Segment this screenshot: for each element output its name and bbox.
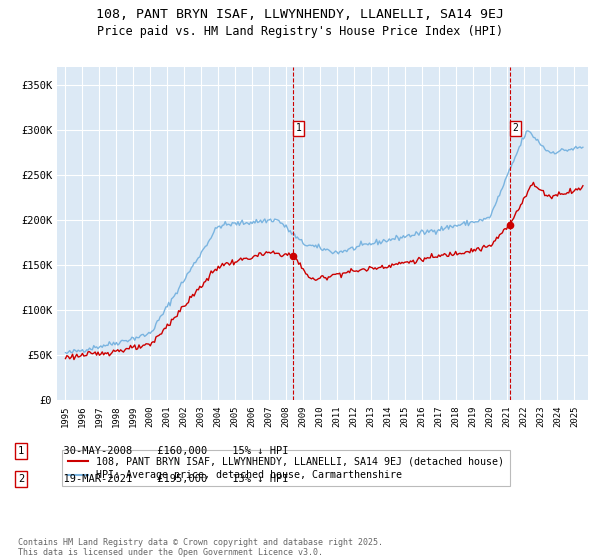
Text: Price paid vs. HM Land Registry's House Price Index (HPI): Price paid vs. HM Land Registry's House … (97, 25, 503, 38)
Text: 1: 1 (18, 446, 24, 456)
Text: Contains HM Land Registry data © Crown copyright and database right 2025.
This d: Contains HM Land Registry data © Crown c… (18, 538, 383, 557)
Text: 1: 1 (296, 123, 301, 133)
Text: 30-MAY-2008    £160,000    15% ↓ HPI: 30-MAY-2008 £160,000 15% ↓ HPI (51, 446, 289, 456)
Text: 19-MAR-2021    £195,000    13% ↓ HPI: 19-MAR-2021 £195,000 13% ↓ HPI (51, 474, 289, 484)
Legend: 108, PANT BRYN ISAF, LLWYNHENDY, LLANELLI, SA14 9EJ (detached house), HPI: Avera: 108, PANT BRYN ISAF, LLWYNHENDY, LLANELL… (62, 450, 510, 487)
Text: 2: 2 (512, 123, 518, 133)
Text: 108, PANT BRYN ISAF, LLWYNHENDY, LLANELLI, SA14 9EJ: 108, PANT BRYN ISAF, LLWYNHENDY, LLANELL… (96, 8, 504, 21)
Text: 2: 2 (18, 474, 24, 484)
